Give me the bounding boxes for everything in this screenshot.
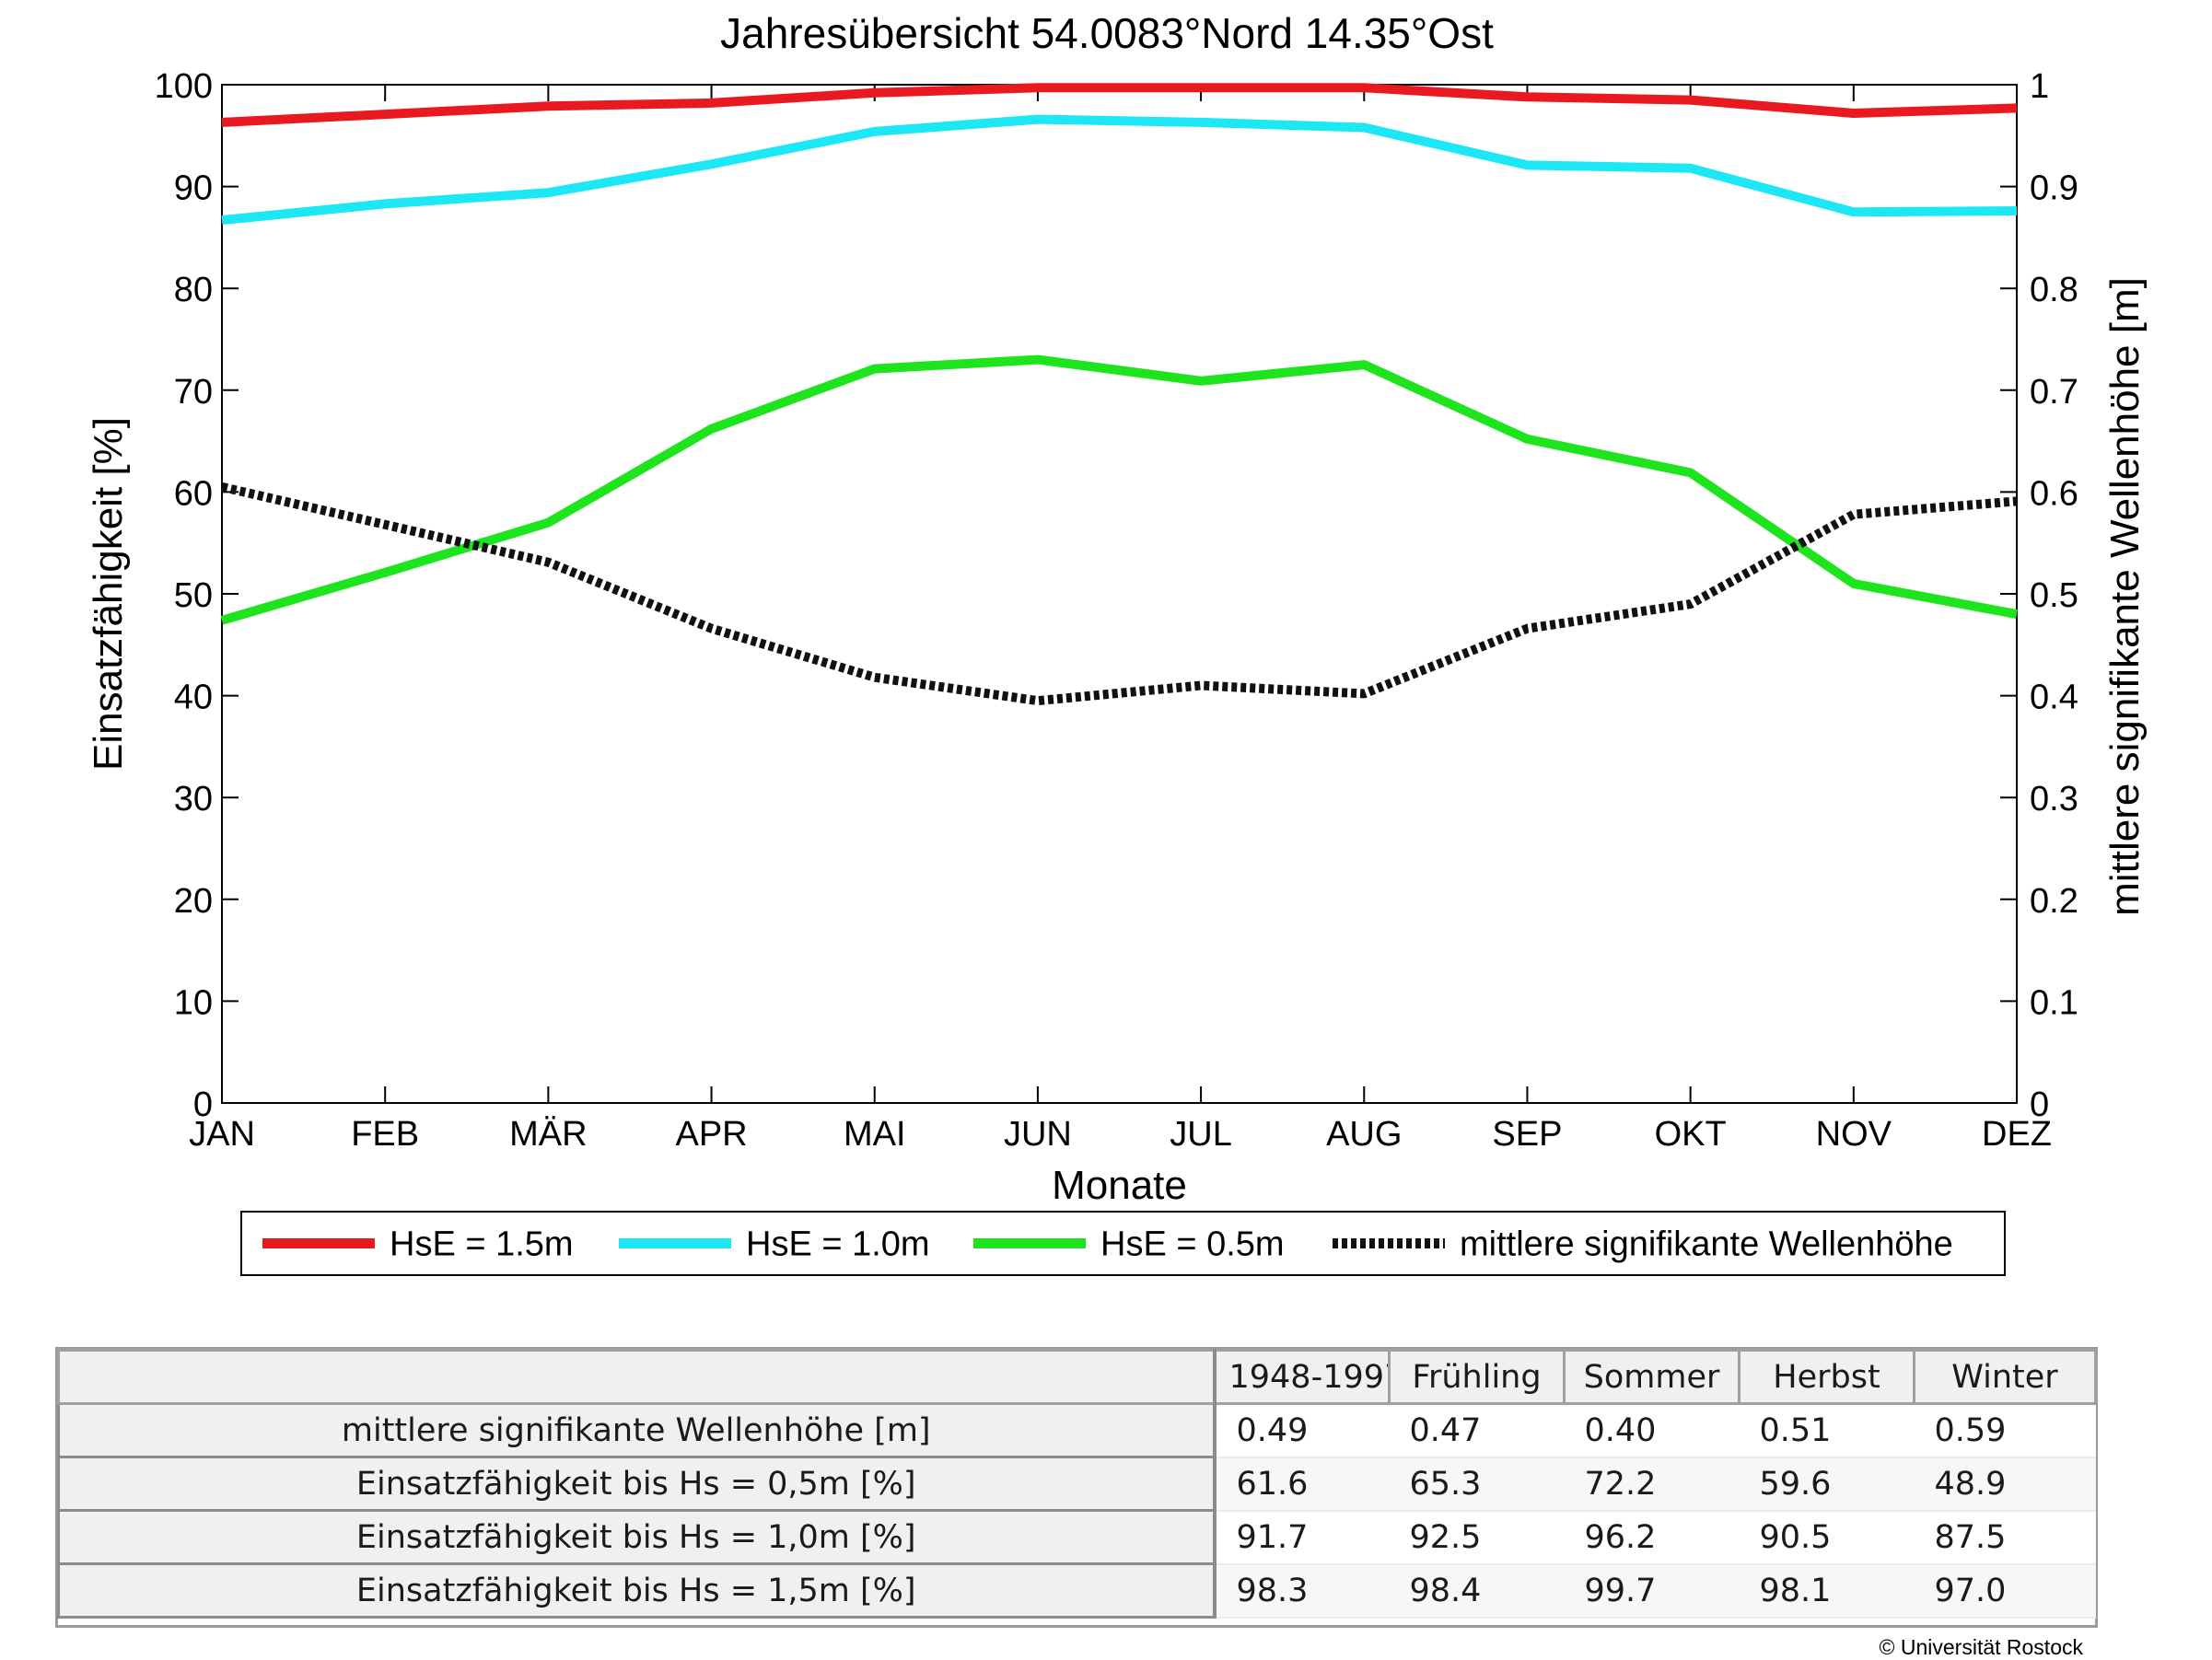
copyright-note: © Universität Rostock <box>1879 1635 2083 1659</box>
table-cell: 99.7 <box>1564 1563 1740 1619</box>
y-right-tick-label: 0.1 <box>2030 983 2078 1022</box>
table-row-label: Einsatzfähigkeit bis Hs = 0,5m [%] <box>57 1456 1217 1512</box>
x-axis-label: Monate <box>1052 1163 1187 1208</box>
series-line-3 <box>220 354 2018 625</box>
table-header-autumn: Herbst <box>1738 1349 1915 1405</box>
y-tick-label: 60 <box>174 474 213 513</box>
legend-label: HsE = 1.5m <box>390 1225 574 1264</box>
y-tick-label: 30 <box>174 780 213 818</box>
table-cell: 0.47 <box>1389 1403 1565 1458</box>
y-tick-label: 40 <box>174 679 213 717</box>
table-row: mittlere signifikante Wellenhöhe [m] 0.4… <box>57 1402 2096 1458</box>
statistics-table: 1948-1997 Frühling Sommer Herbst Winter … <box>57 1349 2097 1619</box>
x-tick-label: JUL <box>1170 1115 1232 1154</box>
table-cell: 87.5 <box>1914 1510 2096 1565</box>
plot-lines <box>220 83 2018 706</box>
y-right-tick-label: 0.8 <box>2030 271 2078 309</box>
table-cell: 96.2 <box>1564 1510 1740 1565</box>
legend-label: HsE = 0.5m <box>1100 1225 1285 1264</box>
x-tick-label: OKT <box>1655 1115 1727 1154</box>
table-cell: 0.49 <box>1214 1403 1390 1458</box>
table-cell: 72.2 <box>1564 1457 1740 1512</box>
table-cell: 0.51 <box>1739 1403 1915 1458</box>
x-tick-label: DEZ <box>1982 1115 2052 1154</box>
table-header-summer: Sommer <box>1563 1349 1740 1405</box>
table-cell: 97.0 <box>1914 1563 2096 1619</box>
y-right-tick-label: 0.2 <box>2030 882 2078 921</box>
table-cell: 0.59 <box>1914 1403 2096 1458</box>
table-row: Einsatzfähigkeit bis Hs = 0,5m [%] 61.6 … <box>57 1456 2096 1512</box>
chart: Jahresübersicht 54.0083°Nord 14.35°Ost 0… <box>86 9 2148 1276</box>
table-row-label: Einsatzfähigkeit bis Hs = 1,5m [%] <box>57 1562 1217 1619</box>
y-tick-label: 90 <box>174 169 213 208</box>
plot-frame <box>221 84 2018 1104</box>
table-row-label: Einsatzfähigkeit bis Hs = 1,0m [%] <box>57 1509 1217 1565</box>
y-right-tick-label: 0.4 <box>2030 679 2078 717</box>
table-cell: 0.40 <box>1564 1403 1740 1458</box>
x-tick-label: AUG <box>1326 1115 1402 1154</box>
y-right-tick-label: 0.6 <box>2030 474 2078 513</box>
y-tick-label: 20 <box>174 882 213 921</box>
table-cell: 98.3 <box>1214 1563 1390 1619</box>
chart-title: Jahresübersicht 54.0083°Nord 14.35°Ost <box>720 9 1494 57</box>
table-cell: 59.6 <box>1739 1457 1915 1512</box>
table-cell: 98.4 <box>1389 1563 1565 1619</box>
y-axis-label: Einsatzfähigkeit [%] <box>86 417 131 771</box>
table-cell: 98.1 <box>1739 1563 1915 1619</box>
y-tick-label: 70 <box>174 373 213 412</box>
x-tick-label: NOV <box>1816 1115 1892 1154</box>
y-right-tick-label: 0.5 <box>2030 576 2078 615</box>
y-right-tick-label: 0.9 <box>2030 169 2078 208</box>
table-row: Einsatzfähigkeit bis Hs = 1,0m [%] 91.7 … <box>57 1509 2096 1565</box>
legend: HsE = 1.5m HsE = 1.0m HsE = 0.5m mittlere s… <box>240 1211 2006 1276</box>
table-row-label: mittlere signifikante Wellenhöhe [m] <box>57 1402 1217 1458</box>
series-line-1 <box>221 83 2018 127</box>
legend-box <box>240 1211 2006 1276</box>
table-header-corner <box>57 1349 1217 1405</box>
x-tick-label: MÄR <box>509 1115 587 1154</box>
y-right-tick-label: 1 <box>2030 67 2049 106</box>
y-right-axis-label: mittlere signifikante Wellenhöhe [m] <box>2102 277 2148 916</box>
table-cell: 91.7 <box>1214 1510 1390 1565</box>
y-tick-label: 10 <box>174 983 213 1022</box>
table-cell: 92.5 <box>1389 1510 1565 1565</box>
series-line-4 <box>220 482 2018 706</box>
y-tick-label: 80 <box>174 271 213 309</box>
table-cell: 65.3 <box>1389 1457 1565 1512</box>
table-cell: 61.6 <box>1214 1457 1390 1512</box>
table-header-winter: Winter <box>1913 1349 2097 1405</box>
legend-label: HsE = 1.0m <box>746 1225 930 1264</box>
y-tick-label: 100 <box>155 67 213 106</box>
y-right-tick-label: 0.7 <box>2030 373 2078 412</box>
table-header-spring: Frühling <box>1388 1349 1566 1405</box>
table-header-row: 1948-1997 Frühling Sommer Herbst Winter <box>57 1349 2097 1405</box>
x-tick-label: SEP <box>1492 1115 1562 1154</box>
table-cell: 48.9 <box>1914 1457 2096 1512</box>
x-tick-label: JAN <box>189 1115 255 1154</box>
legend-label: mittlere signifikante Wellenhöhe <box>1460 1225 1953 1264</box>
series-line-2 <box>221 114 2018 226</box>
axes: 0 10 20 30 40 50 60 70 80 90 100 0 0.1 0.2 0.3 0.4 0.5 0.… <box>86 67 2148 1208</box>
y-right-tick-label: 0.3 <box>2030 780 2078 818</box>
y-tick-label: 0 <box>193 1085 213 1124</box>
table-header-period: 1948-1997 <box>1213 1349 1391 1405</box>
x-tick-label: FEB <box>351 1115 419 1154</box>
x-tick-label: MAI <box>844 1115 906 1154</box>
table-cell: 90.5 <box>1739 1510 1915 1565</box>
x-tick-label: JUN <box>1004 1115 1072 1154</box>
y-tick-label: 50 <box>174 576 213 615</box>
y-right-tick-label: 0 <box>2030 1085 2049 1124</box>
table-row: Einsatzfähigkeit bis Hs = 1,5m [%] 98.3 … <box>57 1562 2096 1619</box>
x-tick-label: APR <box>675 1115 747 1154</box>
